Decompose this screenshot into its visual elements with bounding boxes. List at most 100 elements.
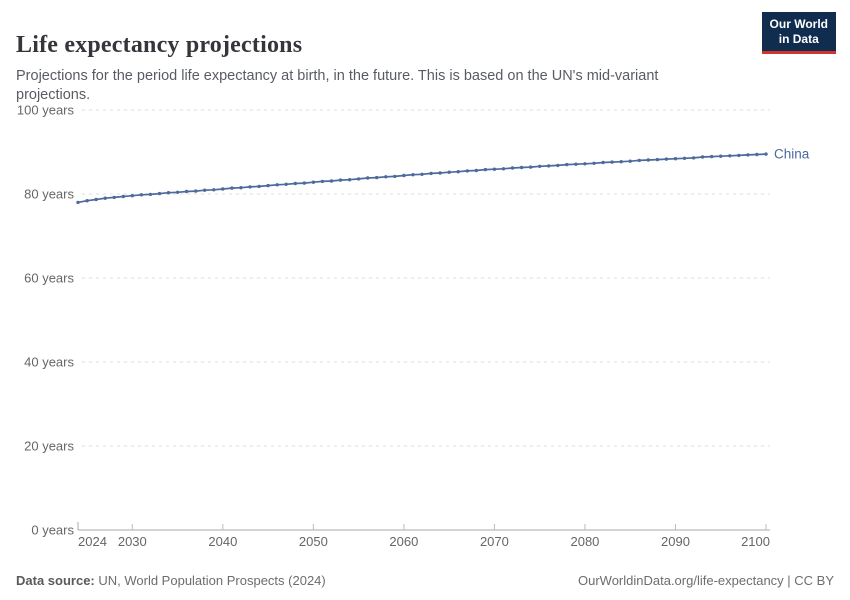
data-point[interactable] bbox=[528, 165, 533, 169]
data-point[interactable] bbox=[447, 170, 451, 174]
data-point[interactable] bbox=[366, 176, 370, 180]
data-point[interactable] bbox=[710, 154, 714, 159]
data-source[interactable]: Data source: UN, World Population Prospe… bbox=[16, 573, 326, 588]
data-point[interactable] bbox=[284, 182, 288, 186]
data-point[interactable] bbox=[583, 162, 587, 166]
data-point[interactable] bbox=[139, 193, 144, 197]
data-point[interactable] bbox=[239, 186, 243, 190]
data-point[interactable] bbox=[157, 191, 162, 196]
data-point[interactable] bbox=[375, 175, 379, 180]
data-point[interactable] bbox=[619, 160, 623, 164]
data-point[interactable] bbox=[266, 183, 270, 188]
data-point[interactable] bbox=[384, 175, 388, 179]
data-point[interactable] bbox=[148, 192, 153, 197]
data-point[interactable] bbox=[510, 166, 515, 170]
series-line-china[interactable] bbox=[77, 153, 767, 204]
data-point[interactable] bbox=[764, 152, 768, 156]
data-point[interactable] bbox=[393, 174, 397, 179]
data-point[interactable] bbox=[737, 153, 741, 158]
data-point[interactable] bbox=[456, 170, 460, 174]
data-point[interactable] bbox=[664, 157, 669, 161]
owid-logo-line1: Our World bbox=[769, 17, 828, 31]
data-point[interactable] bbox=[429, 171, 433, 176]
data-point[interactable] bbox=[474, 168, 478, 173]
chart-svg: 0 years 20 years 40 years 60 years 80 years 1… bbox=[17, 103, 810, 550]
data-point[interactable] bbox=[682, 156, 687, 160]
data-point[interactable] bbox=[700, 155, 705, 159]
data-point[interactable] bbox=[637, 158, 641, 163]
data-point[interactable] bbox=[465, 169, 469, 173]
data-point[interactable] bbox=[655, 157, 660, 162]
y-tick-label: 40 years bbox=[24, 355, 74, 370]
data-point[interactable] bbox=[746, 153, 750, 157]
data-point[interactable] bbox=[610, 160, 614, 164]
data-point[interactable] bbox=[556, 163, 560, 168]
data-point[interactable] bbox=[212, 188, 216, 192]
data-source-value: UN, World Population Prospects (2024) bbox=[94, 573, 326, 588]
data-point[interactable] bbox=[257, 184, 261, 189]
data-point[interactable] bbox=[302, 181, 306, 185]
data-point[interactable] bbox=[483, 167, 488, 172]
x-tick-label: 2100 bbox=[741, 534, 770, 549]
data-point[interactable] bbox=[347, 178, 352, 182]
data-point[interactable] bbox=[565, 162, 569, 167]
y-tick-label: 80 years bbox=[24, 187, 74, 202]
x-tick-label: 2090 bbox=[661, 534, 690, 549]
x-tick-label: 2060 bbox=[389, 534, 418, 549]
data-point[interactable] bbox=[492, 167, 497, 171]
data-point[interactable] bbox=[175, 190, 180, 194]
data-point[interactable] bbox=[547, 164, 551, 168]
owid-logo[interactable]: Our World in Data bbox=[761, 12, 836, 54]
data-point[interactable] bbox=[601, 160, 605, 165]
data-point[interactable] bbox=[501, 167, 506, 171]
data-point[interactable] bbox=[194, 189, 198, 193]
data-point[interactable] bbox=[112, 195, 116, 200]
chart-area: 0 years 20 years 40 years 60 years 80 years 1… bbox=[0, 95, 850, 565]
data-point[interactable] bbox=[311, 180, 316, 184]
data-point[interactable] bbox=[230, 186, 234, 190]
x-tick-label: 2030 bbox=[118, 534, 147, 549]
data-point[interactable] bbox=[275, 183, 279, 187]
x-tick-label: 2080 bbox=[570, 534, 599, 549]
data-point[interactable] bbox=[338, 178, 343, 182]
data-point[interactable] bbox=[76, 200, 80, 205]
data-point[interactable] bbox=[402, 173, 406, 178]
series-label-china[interactable]: China bbox=[774, 147, 810, 162]
data-point[interactable] bbox=[203, 188, 207, 192]
data-point[interactable] bbox=[574, 162, 578, 166]
data-point[interactable] bbox=[755, 152, 759, 157]
data-point[interactable] bbox=[519, 165, 524, 170]
chart-subtitle: Projections for the period life expectan… bbox=[16, 67, 659, 103]
data-point[interactable] bbox=[184, 189, 189, 194]
owid-url-license[interactable]: OurWorldinData.org/life-expectancy | CC … bbox=[577, 573, 834, 588]
data-point[interactable] bbox=[691, 156, 696, 160]
data-point[interactable] bbox=[221, 187, 225, 191]
data-point[interactable] bbox=[293, 181, 297, 186]
data-point[interactable] bbox=[628, 159, 632, 163]
data-point[interactable] bbox=[248, 185, 252, 189]
data-point[interactable] bbox=[673, 157, 678, 161]
x-tick-label: 2040 bbox=[208, 534, 237, 549]
data-point[interactable] bbox=[420, 172, 424, 176]
data-point[interactable] bbox=[438, 171, 442, 175]
data-point[interactable] bbox=[85, 199, 89, 203]
data-source-label: Data source: bbox=[16, 573, 95, 588]
data-point[interactable] bbox=[356, 177, 361, 181]
data-point[interactable] bbox=[329, 179, 334, 183]
x-tick-label: 2070 bbox=[480, 534, 509, 549]
y-tick-label: 20 years bbox=[24, 439, 74, 454]
data-point[interactable] bbox=[320, 179, 325, 184]
data-point[interactable] bbox=[728, 154, 732, 158]
data-point[interactable] bbox=[592, 161, 596, 165]
data-point[interactable] bbox=[411, 173, 415, 177]
data-point[interactable] bbox=[538, 164, 542, 168]
data-point[interactable] bbox=[646, 158, 650, 162]
data-point[interactable] bbox=[719, 154, 723, 158]
page-title: Life expectancy projections bbox=[16, 32, 303, 59]
data-point[interactable] bbox=[103, 196, 107, 200]
data-point[interactable] bbox=[166, 191, 171, 195]
data-point[interactable] bbox=[94, 197, 98, 202]
data-point[interactable] bbox=[130, 194, 134, 198]
data-point[interactable] bbox=[121, 194, 126, 199]
